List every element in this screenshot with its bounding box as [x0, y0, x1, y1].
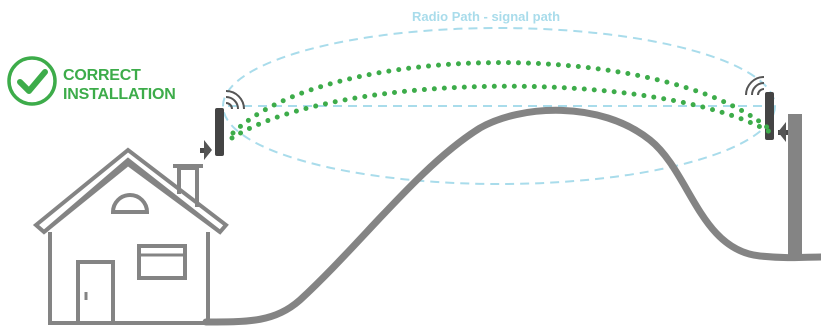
signal-path-lower — [229, 83, 773, 141]
left-antenna — [200, 90, 245, 160]
checkmark-circle-icon — [7, 56, 57, 106]
installation-status-label: CORRECT INSTALLATION — [63, 66, 176, 104]
signal-path-upper — [230, 60, 771, 136]
status-line-1: CORRECT — [63, 67, 141, 84]
house-icon — [32, 147, 229, 325]
radio-path-label: Radio Path - signal path — [412, 9, 561, 24]
fresnel-zone-ellipse — [222, 27, 776, 185]
status-line-2: INSTALLATION — [63, 86, 176, 103]
remote-pole — [788, 114, 802, 256]
terrain-hill — [202, 106, 821, 326]
